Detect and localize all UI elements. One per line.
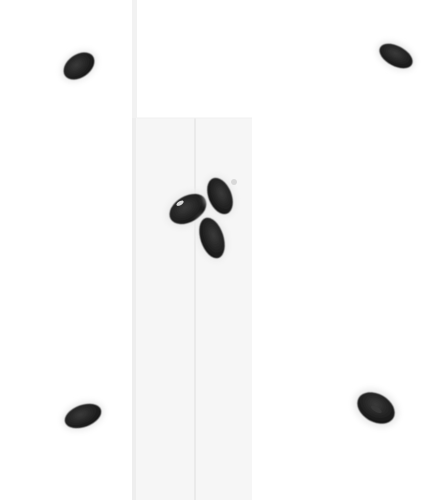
particle-cluster-bottom xyxy=(195,214,229,262)
center-panel xyxy=(132,118,252,500)
upper-panel-strip xyxy=(132,0,137,118)
particle-bottom-right xyxy=(353,388,399,428)
center-panel-left-edge xyxy=(132,118,136,500)
particle-top-right xyxy=(376,40,416,72)
particle-bottom-left xyxy=(61,400,105,432)
particle-cluster-left xyxy=(165,190,211,228)
particle-cluster-right xyxy=(203,174,237,218)
small-speck xyxy=(231,179,237,185)
particle-top-left xyxy=(60,49,98,83)
